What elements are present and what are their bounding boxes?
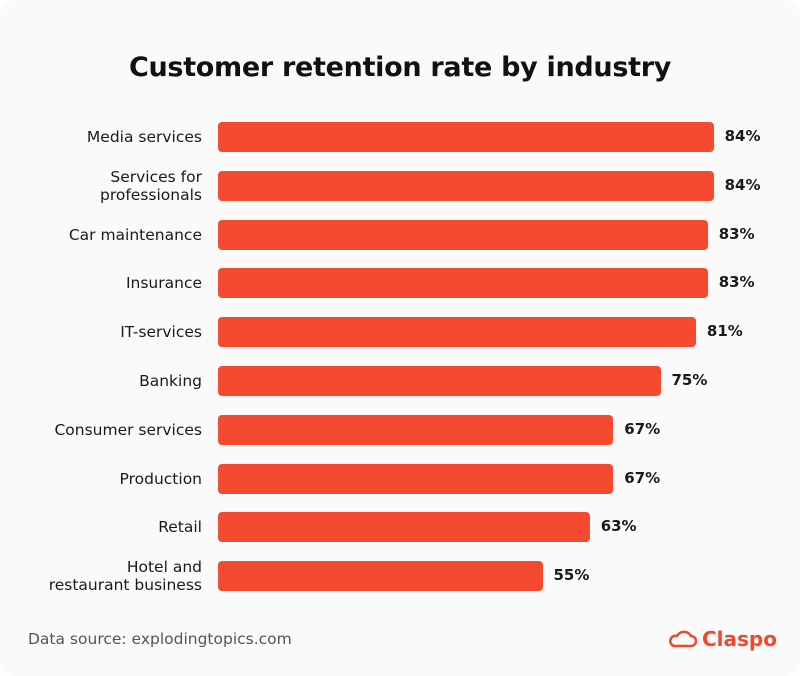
category-label-line: Retail [158, 518, 202, 537]
bar [218, 366, 661, 396]
bar [218, 463, 614, 494]
value-label: 83% [718, 273, 755, 292]
category-label: Production [120, 470, 202, 488]
bar [218, 219, 708, 250]
bar [218, 317, 696, 348]
category-label: Car maintenance [69, 226, 202, 244]
category-label-line: restaurant business [48, 576, 202, 595]
bar [218, 512, 590, 543]
category-label-line: professionals [100, 185, 202, 204]
claspo-logo: Claspo [667, 627, 777, 651]
category-label: Banking [139, 372, 202, 390]
category-label-line: Hotel and [126, 558, 202, 577]
value-label: 67% [624, 468, 661, 487]
category-label-line: Car maintenance [68, 225, 202, 244]
category-label: Services for professionals [100, 168, 202, 204]
category-label-line: Insurance [125, 274, 202, 293]
value-label: 55% [553, 566, 590, 585]
brand-name: Claspo [702, 627, 777, 651]
value-label: 75% [671, 371, 708, 389]
category-label-line: IT-services [120, 323, 202, 342]
category-label: IT-services [120, 323, 202, 341]
value-label: 81% [706, 322, 743, 341]
value-label: 83% [718, 224, 755, 243]
value-label: 63% [600, 517, 637, 536]
data-source: Data source: explodingtopics.com [28, 630, 292, 648]
category-label-line: Services for [110, 167, 202, 186]
bar [218, 170, 714, 201]
category-label: Hotel and restaurant business [49, 558, 202, 594]
cloud-icon [669, 630, 697, 648]
category-label: Retail [158, 518, 202, 536]
category-label-line: Media services [86, 128, 202, 146]
category-label: Media services [87, 128, 202, 146]
chart-title: Customer retention rate by industry [128, 52, 672, 83]
value-label: 84% [724, 127, 761, 145]
bar [218, 414, 614, 445]
category-label: Insurance [126, 274, 202, 292]
bar [218, 268, 708, 299]
bar [218, 122, 714, 152]
value-label: 84% [724, 175, 761, 194]
bar [218, 561, 543, 592]
category-label-line: Banking [139, 372, 202, 390]
value-label: 67% [624, 419, 661, 438]
category-label-line: Consumer services [54, 420, 202, 439]
category-label-line: Production [119, 469, 202, 488]
category-label: Consumer services [54, 421, 202, 439]
